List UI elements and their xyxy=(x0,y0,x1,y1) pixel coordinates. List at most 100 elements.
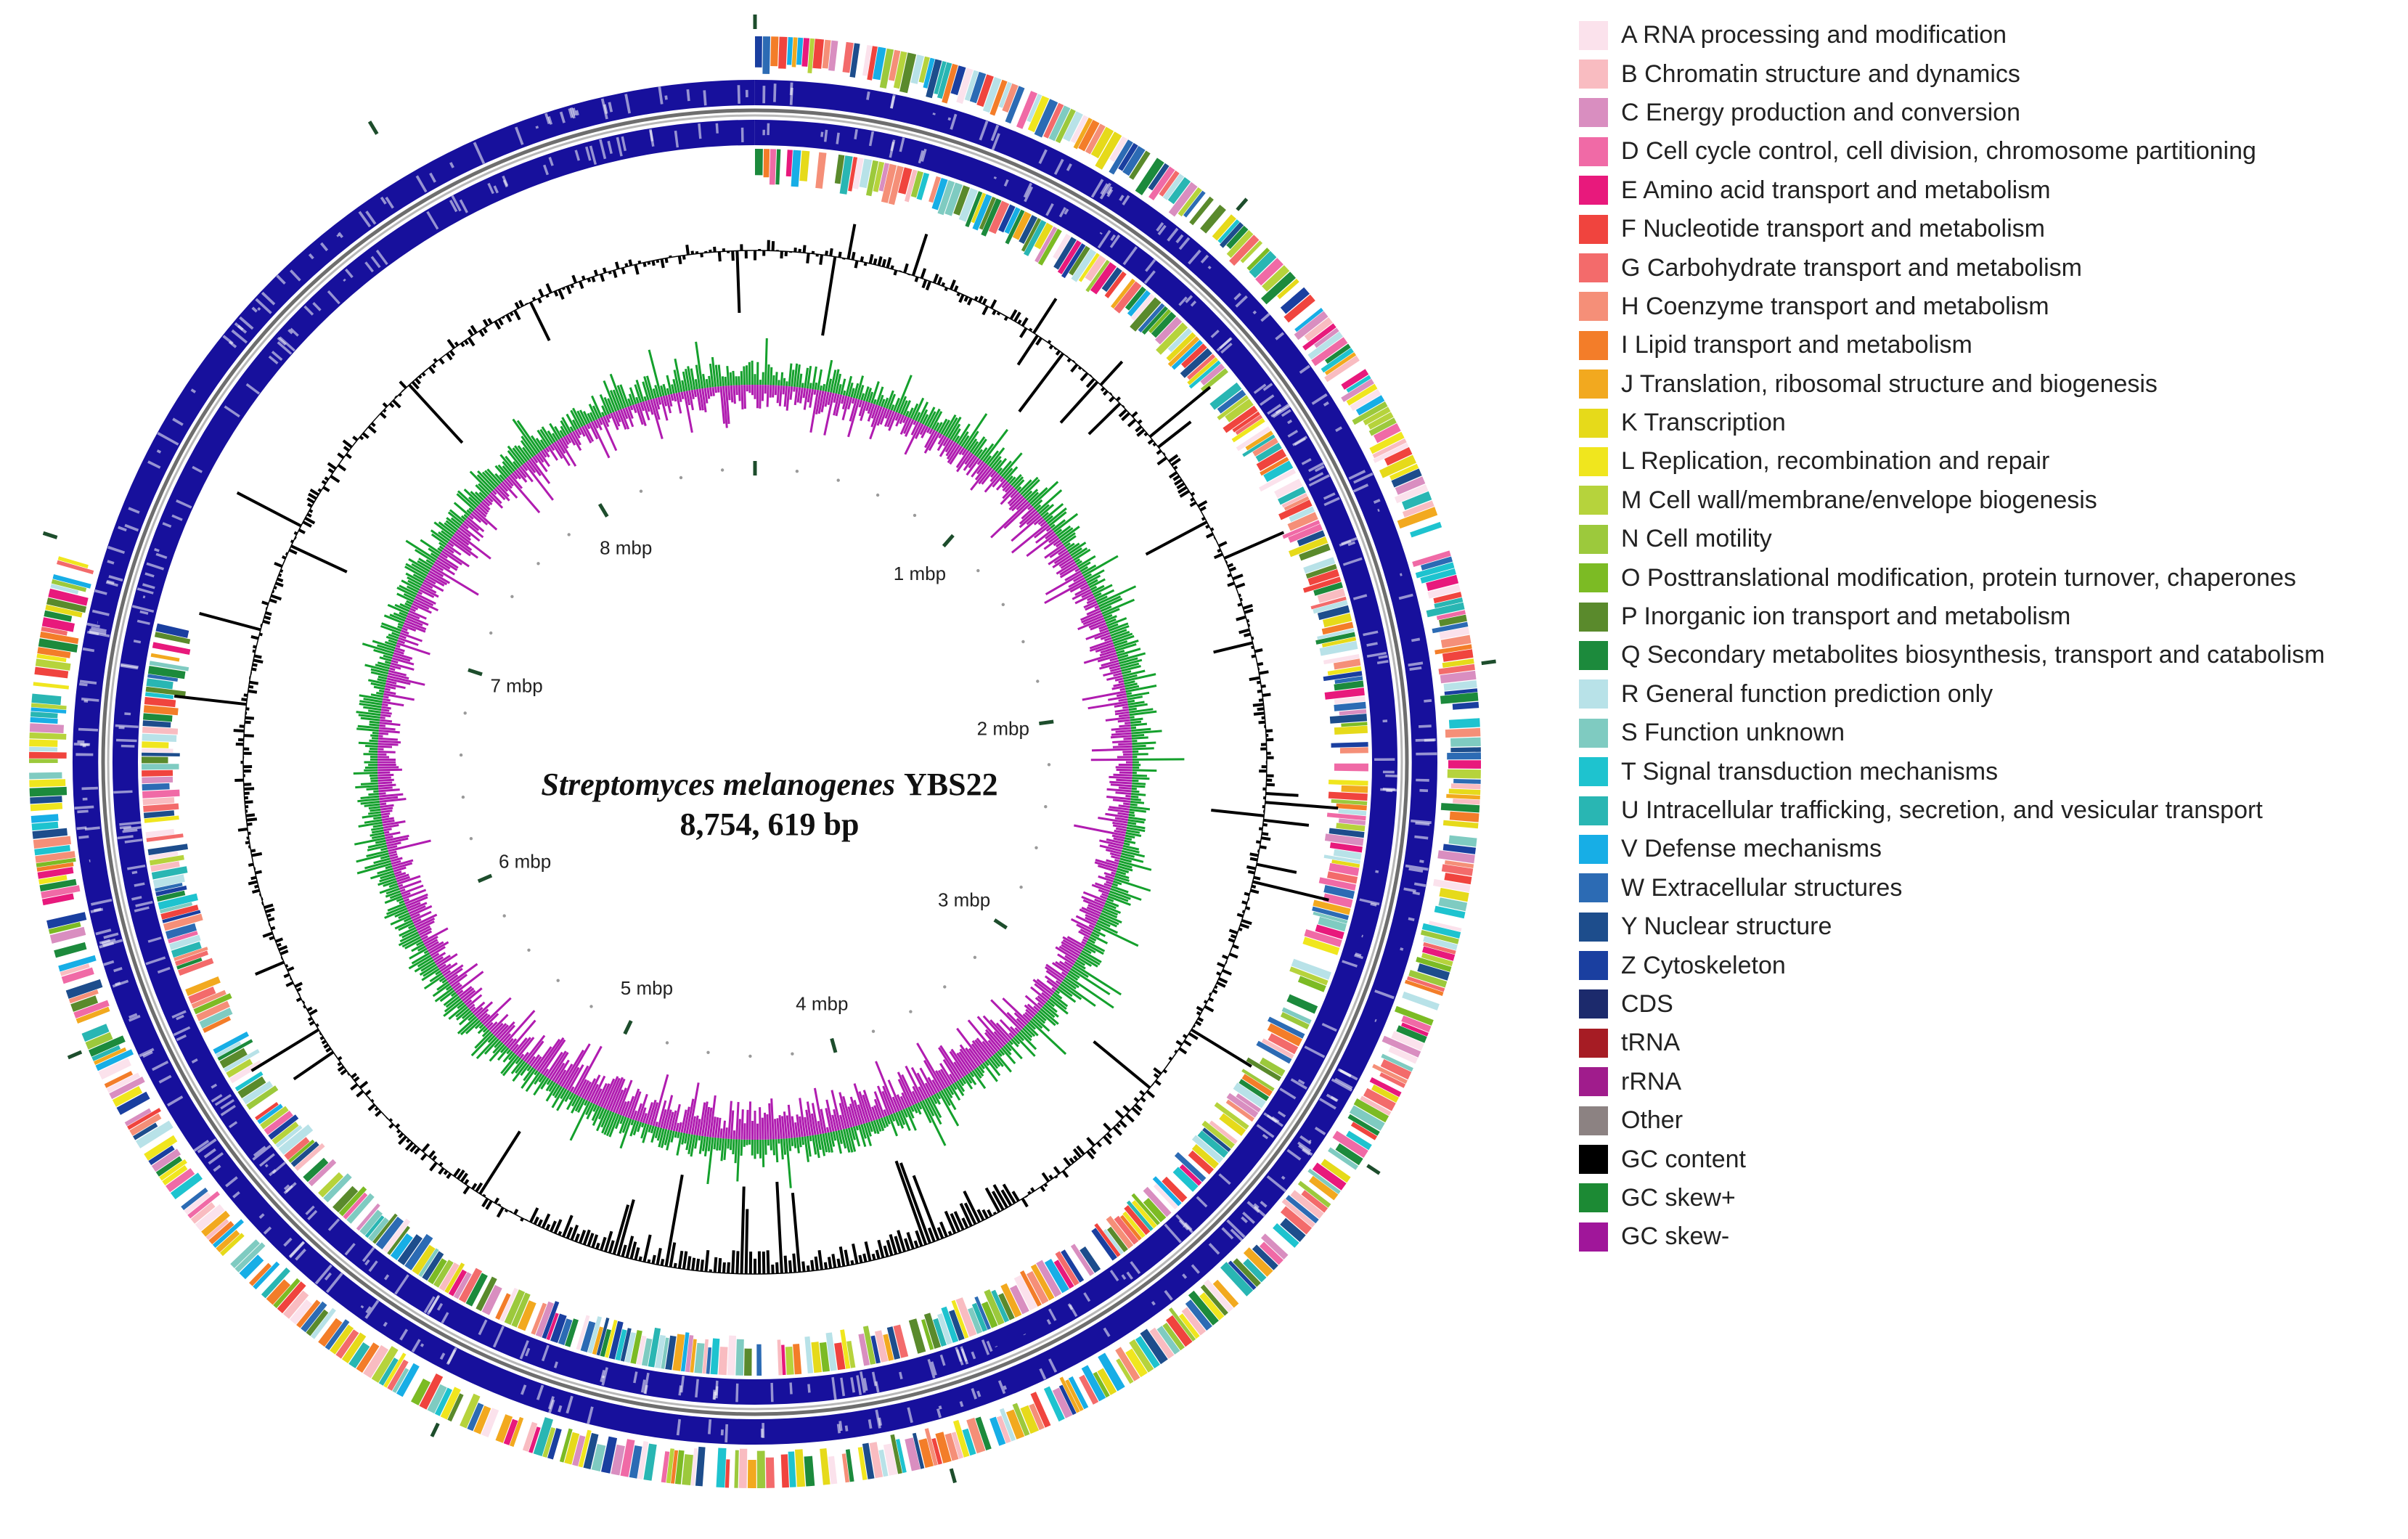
cds-gap xyxy=(1299,1135,1312,1145)
legend-label: C Energy production and conversion xyxy=(1621,98,2020,126)
legend-item: B Chromatin structure and dynamics xyxy=(1579,54,2399,93)
cog-feature xyxy=(1338,809,1367,816)
outer-tick xyxy=(949,1468,957,1484)
legend-label: GC skew- xyxy=(1621,1222,1730,1251)
cog-feature xyxy=(85,1032,113,1050)
legend-swatch xyxy=(1579,1145,1608,1175)
cds-gap xyxy=(134,906,150,913)
cog-feature xyxy=(1267,1023,1302,1047)
cog-feature xyxy=(1252,1244,1278,1270)
cog-feature xyxy=(608,1320,624,1360)
cds-gap xyxy=(679,1376,685,1393)
cds-gap xyxy=(1287,419,1293,425)
cog-feature xyxy=(1143,1198,1167,1222)
legend-swatch xyxy=(1579,446,1608,476)
cog-feature xyxy=(1282,520,1321,539)
cds-gap xyxy=(548,1399,555,1413)
cog-feature xyxy=(31,693,62,706)
cds-reverse-band xyxy=(755,120,1397,1405)
cog-feature xyxy=(162,910,201,923)
cog-feature xyxy=(1129,150,1151,180)
cog-feature xyxy=(576,1315,590,1350)
cds-gap xyxy=(936,1408,942,1418)
cog-feature xyxy=(988,200,1010,234)
cds-gap xyxy=(122,828,138,833)
cds-gap xyxy=(1308,1139,1312,1143)
cog-feature xyxy=(1013,1275,1037,1311)
cds-gap xyxy=(1143,270,1156,285)
cds-gap xyxy=(78,727,99,732)
cds-gap xyxy=(1416,752,1437,756)
cog-feature xyxy=(33,682,69,690)
cog-feature xyxy=(1020,1270,1042,1307)
cds-gap xyxy=(715,123,719,134)
cog-feature xyxy=(341,1332,367,1363)
cds-gap xyxy=(325,1272,343,1294)
cog-feature xyxy=(1288,523,1323,543)
cds-gap xyxy=(767,123,770,136)
cds-gap xyxy=(493,185,499,194)
cog-feature xyxy=(788,1451,796,1487)
cds-gap xyxy=(1270,404,1290,417)
cds-gap xyxy=(364,1259,370,1266)
cog-feature xyxy=(934,61,947,94)
cog-feature xyxy=(1019,215,1038,244)
cog-feature xyxy=(1101,267,1122,293)
cog-feature xyxy=(870,1335,881,1364)
cog-feature xyxy=(1313,581,1343,596)
cog-feature xyxy=(596,1318,610,1356)
legend-item: K Transcription xyxy=(1579,404,2399,442)
mbp-minor-tick xyxy=(836,478,840,482)
cog-feature xyxy=(1290,1190,1324,1219)
cog-feature xyxy=(1446,793,1480,800)
cds-gap xyxy=(108,575,123,582)
cog-feature xyxy=(1070,115,1089,144)
cds-gap xyxy=(566,1395,574,1414)
cog-feature xyxy=(1280,1217,1306,1242)
cog-feature xyxy=(1209,1120,1238,1144)
cog-feature xyxy=(1278,499,1313,521)
cds-gap xyxy=(157,966,171,974)
legend-label: K Transcription xyxy=(1621,409,1786,437)
mbp-tick xyxy=(477,873,493,883)
cog-feature xyxy=(849,43,860,78)
cog-feature xyxy=(1440,670,1477,684)
cds-gap xyxy=(990,124,1000,142)
cog-outer-ring xyxy=(28,36,1482,1488)
cog-feature xyxy=(127,1108,161,1130)
cds-gap xyxy=(225,1176,238,1188)
cog-feature xyxy=(65,979,103,999)
cog-feature xyxy=(1027,94,1042,123)
cog-feature xyxy=(1352,401,1388,425)
cog-feature xyxy=(989,1416,1006,1446)
legend-label: CDS xyxy=(1621,989,1673,1018)
cds-gap xyxy=(77,740,85,743)
cog-feature xyxy=(1246,248,1270,271)
cds-gap xyxy=(559,111,566,123)
cog-feature xyxy=(1000,1283,1022,1318)
cog-feature xyxy=(953,1420,970,1458)
cds-gap xyxy=(1311,393,1328,405)
cds-gap xyxy=(860,1371,866,1393)
cog-feature xyxy=(1327,666,1362,676)
cog-feature xyxy=(275,1124,303,1148)
cds-gap xyxy=(158,1074,172,1084)
legend-swatch xyxy=(1579,679,1608,709)
cds-gap xyxy=(473,142,486,165)
cog-feature xyxy=(39,878,77,891)
cog-feature xyxy=(378,1358,399,1386)
cog-feature xyxy=(1334,725,1368,735)
legend-swatch xyxy=(1579,563,1608,593)
cog-feature xyxy=(1429,920,1462,932)
cds-gap xyxy=(1256,1124,1275,1138)
cog-feature xyxy=(1394,484,1429,504)
cds-gap xyxy=(1323,401,1329,407)
cog-feature xyxy=(564,1432,580,1465)
cog-feature xyxy=(910,171,923,198)
cog-feature xyxy=(1262,265,1290,292)
cog-feature xyxy=(1434,905,1466,919)
cog-feature xyxy=(1329,714,1368,724)
cog-feature xyxy=(332,1185,359,1213)
cds-gap xyxy=(167,1095,184,1107)
cog-feature xyxy=(1030,1392,1051,1428)
